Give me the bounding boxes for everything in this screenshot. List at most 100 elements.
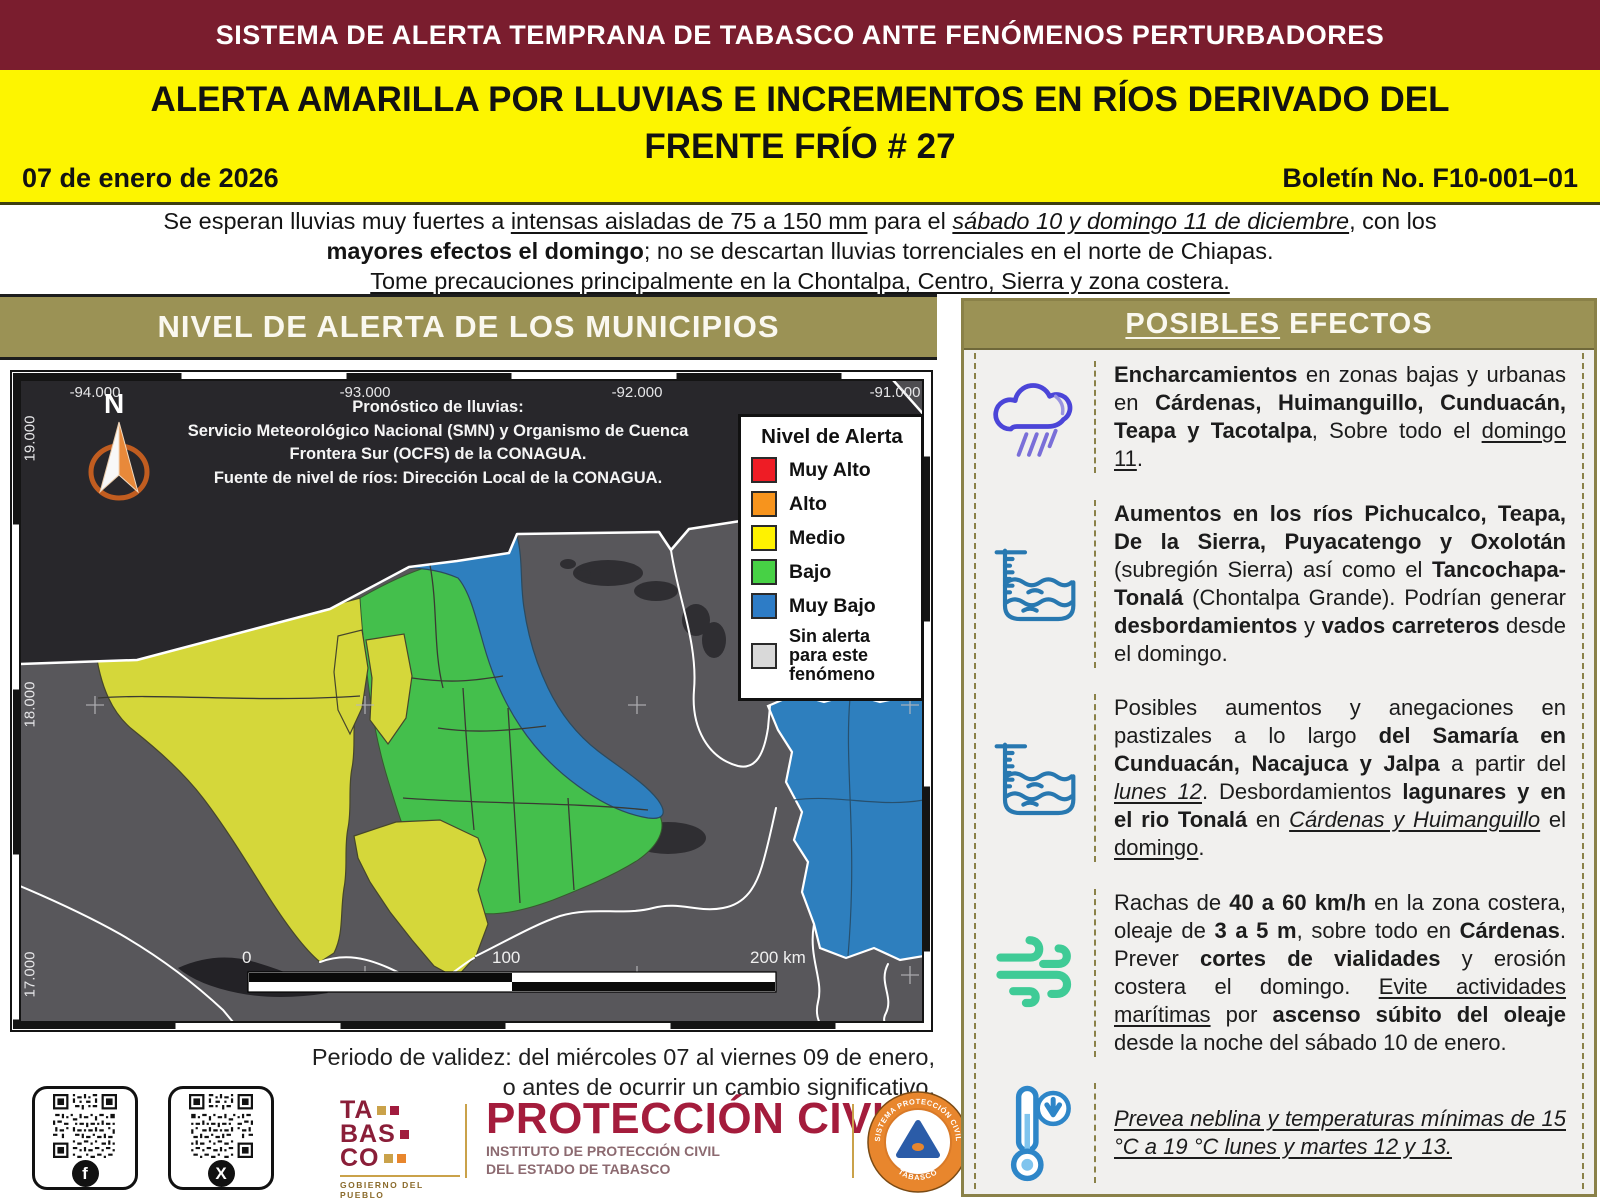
effect-text: Prevea neblina y temperaturas mínimas de… xyxy=(1114,1106,1566,1159)
north-label: N xyxy=(104,388,125,419)
scale-label-0: 0 xyxy=(242,948,252,967)
effect-icon-cell xyxy=(976,361,1096,473)
legend-item: Medio xyxy=(751,525,913,551)
effect-row-river-rise: Aumentos en los ríos Pichucalco, Teapa, … xyxy=(976,499,1582,668)
facebook-icon: f xyxy=(71,1160,99,1187)
qr-pattern xyxy=(53,1094,117,1158)
north-arrow-icon xyxy=(88,421,150,501)
tabasco-tagline: GOBIERNO DEL PUEBLO xyxy=(340,1175,460,1200)
region-medio-strip-2 xyxy=(365,633,413,746)
possible-effects-panel: POSIBLES EFECTOS Encharcamientos en zo xyxy=(961,298,1597,1197)
scale-label-100: 100 xyxy=(492,948,521,967)
effect-text: Encharcamientos en zonas bajas y urbanas… xyxy=(1114,362,1566,471)
validity-period: Periodo de validez: del miércoles 07 al … xyxy=(8,1042,935,1102)
longitude-label: -93.000 xyxy=(339,384,391,401)
effect-icon-cell xyxy=(976,1083,1096,1183)
longitude-label: -92.000 xyxy=(611,384,663,401)
scale-bar xyxy=(247,971,777,993)
map-legend: Nivel de Alerta Muy Alto Alto Medio Bajo… xyxy=(738,414,924,701)
effect-icon-cell xyxy=(976,694,1096,862)
region-medio-strip-1 xyxy=(333,629,369,736)
credit-line: Frontera Sur (OCFS) de la CONAGUA. xyxy=(289,445,587,463)
bulletin-date: 07 de enero de 2026 xyxy=(22,163,279,193)
alert-heading-line1: ALERTA AMARILLA POR LLUVIAS E INCREMENTO… xyxy=(150,80,1450,119)
municipal-boundaries xyxy=(97,564,649,904)
alert-heading: ALERTA AMARILLA POR LLUVIAS E INCREMENTO… xyxy=(0,76,1600,170)
proteccion-civil-logo: PROTECCIÓN CIVIL INSTITUTO DE PROTECCIÓN… xyxy=(486,1096,912,1178)
effects-panel-body: Encharcamientos en zonas bajas y urbanas… xyxy=(974,353,1584,1189)
bulletin-number: Boletín No. F10-001–01 xyxy=(1282,163,1578,193)
campeche-coast-line xyxy=(892,380,923,416)
coastline xyxy=(20,508,923,666)
map-section-title: NIVEL DE ALERTA DE LOS MUNICIPIOS xyxy=(157,309,780,344)
forecast-line-2: mayores efectos el domingo; no se descar… xyxy=(326,238,1274,264)
effect-text: Posibles aumentos y anegaciones en pasti… xyxy=(1114,695,1567,860)
latitude-label: 19.000 xyxy=(21,415,39,462)
credit-line: Servicio Meteorológico Nacional (SMN) y … xyxy=(187,421,689,440)
latitude-label: 18.000 xyxy=(21,681,39,728)
water-level-gauge-icon xyxy=(994,742,1076,816)
water-level-gauge-icon xyxy=(994,548,1076,621)
tabasco-logo-line: BAS xyxy=(340,1122,460,1147)
legend-swatch-bajo xyxy=(751,559,777,585)
effect-text: Rachas de 40 a 60 km/h en la zona coster… xyxy=(1114,889,1567,1055)
validity-line-1: Periodo de validez: del miércoles 07 al … xyxy=(311,1044,935,1070)
footer-divider xyxy=(465,1104,467,1178)
proteccion-civil-seal: SISTEMA PROTECCIÓN CIVIL TABASCO xyxy=(867,1091,969,1193)
effect-row-pasture-flooding: Posibles aumentos y anegaciones en pasti… xyxy=(976,694,1582,862)
legend-swatch-sin-alerta xyxy=(751,642,777,669)
effect-icon-cell xyxy=(976,888,1096,1057)
legend-swatch-medio xyxy=(751,525,777,551)
thermometer-down-icon xyxy=(1010,1085,1071,1182)
qr-pattern xyxy=(189,1094,253,1158)
validity-line-2: o antes de ocurrir un cambio significati… xyxy=(502,1074,935,1100)
proteccion-civil-sub1: INSTITUTO DE PROTECCIÓN CIVIL xyxy=(486,1143,720,1159)
legend-item: Muy Alto xyxy=(751,457,913,483)
alert-level-map: -94.000 -93.000 -92.000 -91.000 19.000 1… xyxy=(8,368,935,1034)
effects-panel-title: POSIBLES EFECTOS xyxy=(1125,308,1433,340)
system-title: SISTEMA DE ALERTA TEMPRANA DE TABASCO AN… xyxy=(215,19,1385,50)
credit-line: Fuente de nivel de ríos: Dirección Local… xyxy=(213,468,663,487)
map-frame xyxy=(10,370,933,1032)
alert-banner: ALERTA AMARILLA POR LLUVIAS E INCREMENTO… xyxy=(0,70,1600,205)
footer-divider xyxy=(852,1104,854,1178)
x-twitter-icon: X xyxy=(207,1160,235,1187)
legend-item: Bajo xyxy=(751,559,913,585)
tabasco-logo-line: CO xyxy=(340,1146,460,1171)
x-twitter-qr-code: X xyxy=(168,1086,274,1190)
legend-item: Alto xyxy=(751,491,913,517)
legend-item: Sin alerta para este fenómeno xyxy=(751,627,913,684)
tabasco-government-logo: TA BAS CO GOBIERNO DEL PUEBLO xyxy=(340,1098,460,1200)
rain-cloud-icon xyxy=(993,383,1073,457)
longitude-label: -91.000 xyxy=(869,384,921,401)
forecast-line-3: Tome precauciones principalmente en la C… xyxy=(370,268,1230,294)
legend-swatch-muy-alto xyxy=(751,457,777,483)
gulf-of-mexico-sea xyxy=(20,380,923,664)
map-section-header: NIVEL DE ALERTA DE LOS MUNICIPIOS xyxy=(0,294,937,360)
proteccion-civil-title: PROTECCIÓN CIVIL xyxy=(486,1094,913,1143)
legend-title: Nivel de Alerta xyxy=(761,425,903,448)
wind-icon xyxy=(996,935,1072,1007)
region-muy-bajo-centla xyxy=(405,535,664,819)
effect-row-flooding: Encharcamientos en zonas bajas y urbanas… xyxy=(976,361,1582,473)
state-borders xyxy=(20,549,890,1022)
facebook-qr-code: f xyxy=(32,1086,138,1190)
effect-icon-cell xyxy=(976,499,1096,668)
legend-item: Muy Bajo xyxy=(751,593,913,619)
proteccion-civil-sub2: DEL ESTADO DE TABASCO xyxy=(486,1161,671,1177)
forecast-summary: Se esperan lluvias muy fuertes a intensa… xyxy=(0,206,1600,296)
scale-label-200: 200 km xyxy=(750,948,806,967)
forecast-line-1: Se esperan lluvias muy fuertes a intensa… xyxy=(163,208,1437,234)
map-credits: Pronóstico de lluvias: Servicio Meteorol… xyxy=(178,396,698,490)
effect-row-wind-waves: Rachas de 40 a 60 km/h en la zona coster… xyxy=(976,888,1582,1057)
tabasco-logo-line: TA xyxy=(340,1098,460,1123)
latitude-label: 17.000 xyxy=(21,951,39,998)
system-title-bar: SISTEMA DE ALERTA TEMPRANA DE TABASCO AN… xyxy=(0,0,1600,70)
east-municipal-boundaries xyxy=(793,697,923,957)
legend-swatch-alto xyxy=(751,491,777,517)
effect-row-low-temperature: Prevea neblina y temperaturas mínimas de… xyxy=(976,1083,1582,1183)
effects-panel-header: POSIBLES EFECTOS xyxy=(964,301,1594,350)
credit-line: Pronóstico de lluvias: xyxy=(352,398,524,416)
alert-heading-line2: FRENTE FRÍO # 27 xyxy=(644,127,956,166)
